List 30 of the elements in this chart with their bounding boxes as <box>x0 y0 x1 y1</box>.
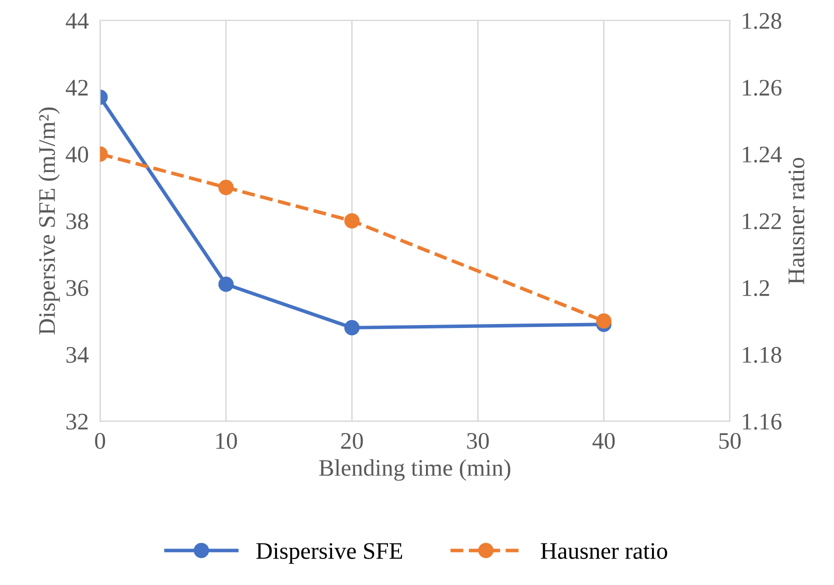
y-tick-label: 44 <box>66 13 89 29</box>
x-axis-title: Blending time (min) <box>319 459 510 481</box>
y2-tick-label: 1.28 <box>742 12 782 30</box>
y2-tick-label: 1.16 <box>742 414 782 430</box>
y2-tick-label: 1.2 <box>742 280 770 296</box>
y2-tick-label: 1.26 <box>742 80 782 96</box>
point <box>218 180 234 196</box>
legend-label: Dispersive SFE <box>256 543 402 564</box>
legend-label: Hausner ratio <box>540 543 668 559</box>
y2-tick-label: 1.18 <box>742 346 782 363</box>
point <box>344 213 360 228</box>
x-tick-label: 10 <box>216 432 237 449</box>
y2-axis-title: Hausner ratio <box>788 158 804 284</box>
point <box>596 313 612 329</box>
x-tick-label: 40 <box>592 432 615 449</box>
point <box>344 320 360 336</box>
point <box>218 276 234 292</box>
y-tick-label: 40 <box>66 146 88 162</box>
y-tick-label: 32 <box>66 414 88 430</box>
y-tick-label: 38 <box>66 213 88 230</box>
y-axis-title: Dispersive SFE (mJ/m²) <box>38 107 60 335</box>
x-tick-label: 50 <box>719 432 741 449</box>
y2-tick-label: 1.22 <box>742 213 781 230</box>
y-tick-label: 36 <box>66 280 88 296</box>
x-tick-label: 30 <box>467 432 489 449</box>
y2-tick-label: 1.24 <box>742 146 782 163</box>
y-tick-label: 42 <box>66 80 88 96</box>
x-tick-label: 0 <box>95 432 106 449</box>
y-tick-label: 34 <box>66 346 89 363</box>
x-tick-label: 20 <box>341 432 363 449</box>
